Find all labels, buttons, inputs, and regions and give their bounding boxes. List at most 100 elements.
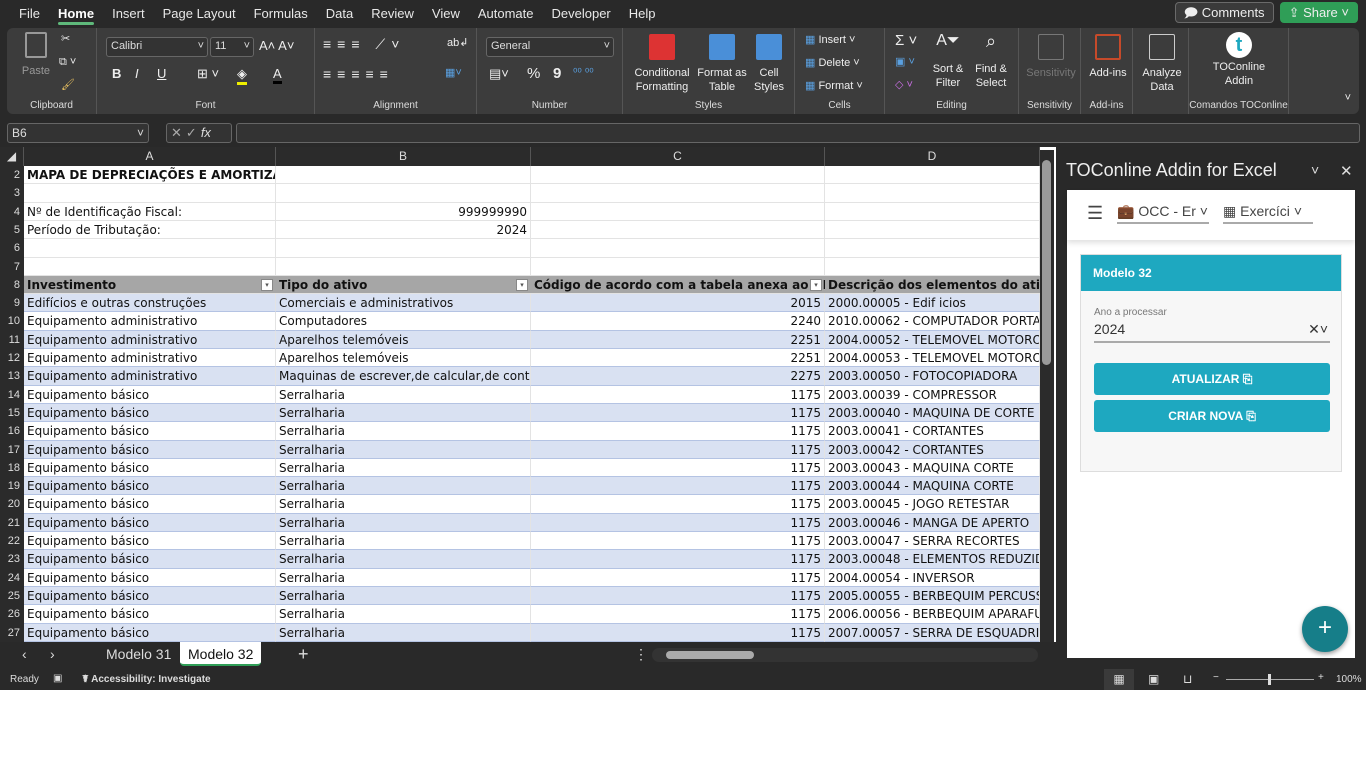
italic-button[interactable]: I bbox=[135, 66, 139, 81]
row-header[interactable]: 20 bbox=[0, 495, 24, 514]
copy-icon[interactable]: ⧉ ˅ bbox=[59, 56, 77, 68]
cell-b21[interactable]: Serralharia bbox=[276, 513, 531, 533]
horizontal-align-icons[interactable]: ≡≡≡≡≡ bbox=[323, 66, 394, 82]
page-layout-icon[interactable]: ▣ bbox=[1148, 672, 1160, 686]
cell-b7[interactable] bbox=[276, 257, 531, 276]
menu-tab-home[interactable]: Home bbox=[49, 0, 103, 28]
cell-b25[interactable]: Serralharia bbox=[276, 586, 531, 606]
cell-d12[interactable]: 2004.00053 - TELEMOVEL MOTORO bbox=[825, 349, 1040, 368]
cancel-icon[interactable]: ✕ bbox=[171, 125, 186, 140]
vertical-align-icons[interactable]: ≡≡≡ ⟋˅ bbox=[323, 36, 406, 52]
menu-tab-help[interactable]: Help bbox=[628, 6, 656, 21]
cell-d13[interactable]: 2003.00050 - FOTOCOPIADORA bbox=[825, 367, 1040, 386]
menu-tab-automate[interactable]: Automate bbox=[477, 6, 534, 21]
cell-b27[interactable]: Serralharia bbox=[276, 623, 531, 642]
cell-c12[interactable]: 2251 bbox=[531, 349, 825, 368]
sheet-tab-modelo-31[interactable]: Modelo 31 bbox=[106, 646, 172, 662]
column-header-d[interactable]: D bbox=[825, 147, 1040, 166]
sheet-tab-modelo-32[interactable]: Modelo 32 bbox=[180, 642, 262, 666]
cell-c15[interactable]: 1175 bbox=[531, 403, 825, 423]
cell-a6[interactable] bbox=[24, 239, 276, 258]
row-header[interactable]: 15 bbox=[0, 403, 24, 423]
macro-record-icon[interactable]: ▣ bbox=[53, 673, 63, 684]
decimal-icons[interactable]: ⁰⁰ ⁰⁰ bbox=[573, 67, 594, 79]
cell-a21[interactable]: Equipamento básico bbox=[24, 513, 276, 533]
format-painter-icon[interactable]: 🖌 bbox=[61, 79, 75, 91]
cell-c22[interactable]: 1175 bbox=[531, 532, 825, 551]
cell-a14[interactable]: Equipamento básico bbox=[24, 385, 276, 404]
row-header[interactable]: 27 bbox=[0, 623, 24, 642]
percent-button[interactable]: % bbox=[527, 65, 541, 82]
number-format-select[interactable]: General ˅ bbox=[486, 37, 614, 57]
cut-icon[interactable]: ✂ bbox=[61, 33, 71, 45]
cell-d5[interactable] bbox=[825, 220, 1040, 240]
clear-chevron-icon[interactable]: ✕˅ bbox=[1308, 321, 1328, 337]
cell-c4[interactable] bbox=[531, 202, 825, 221]
row-header[interactable]: 26 bbox=[0, 605, 24, 624]
cell-d10[interactable]: 2010.00062 - COMPUTADOR PORTA bbox=[825, 312, 1040, 331]
cell-d14[interactable]: 2003.00039 - COMPRESSOR bbox=[825, 385, 1040, 404]
zoom-out-icon[interactable]: − bbox=[1213, 672, 1219, 683]
cell-b22[interactable]: Serralharia bbox=[276, 532, 531, 551]
cell-d3[interactable] bbox=[825, 184, 1040, 203]
cell-b19[interactable]: Serralharia bbox=[276, 477, 531, 496]
comments-button[interactable]: 🗩 Comments bbox=[1174, 2, 1274, 23]
cell-styles-button[interactable]: Cell Styles bbox=[751, 34, 787, 94]
row-header[interactable]: 14 bbox=[0, 385, 24, 404]
cell-a27[interactable]: Equipamento básico bbox=[24, 623, 276, 642]
cell-c3[interactable] bbox=[531, 184, 825, 203]
column-header-c[interactable]: C bbox=[531, 147, 825, 166]
cell-d23[interactable]: 2003.00048 - ELEMENTOS REDUZIDO bbox=[825, 550, 1040, 569]
font-color-icon[interactable]: A bbox=[273, 66, 282, 84]
cell-d24[interactable]: 2004.00054 - INVERSOR bbox=[825, 568, 1040, 587]
autosum-button[interactable]: Σ ˅ bbox=[895, 32, 918, 49]
fill-color-icon[interactable]: ◈ bbox=[237, 66, 247, 85]
format-cells-button[interactable]: ▦ Format ˅ bbox=[805, 80, 863, 92]
cell-a11[interactable]: Equipamento administrativo bbox=[24, 330, 276, 350]
cell-c5[interactable] bbox=[531, 220, 825, 240]
more-options-icon[interactable]: ⋮ bbox=[634, 646, 648, 662]
cell-d18[interactable]: 2003.00043 - MAQUINA CORTE bbox=[825, 458, 1040, 478]
clear-icon[interactable]: ◇ ˅ bbox=[895, 79, 913, 91]
insert-function-button[interactable]: fx bbox=[200, 125, 211, 140]
zoom-slider-thumb[interactable] bbox=[1268, 674, 1271, 685]
menu-tab-review[interactable]: Review bbox=[371, 6, 414, 21]
cell-d4[interactable] bbox=[825, 202, 1040, 221]
cell-d21[interactable]: 2003.00046 - MANGA DE APERTO bbox=[825, 513, 1040, 533]
cell-a22[interactable]: Equipamento básico bbox=[24, 532, 276, 551]
cell-b3[interactable] bbox=[276, 184, 531, 203]
cell-b26[interactable]: Serralharia bbox=[276, 605, 531, 624]
cell-c21[interactable]: 1175 bbox=[531, 513, 825, 533]
cell-c13[interactable]: 2275 bbox=[531, 367, 825, 386]
criar-nova-button[interactable]: CRIAR NOVA ⎘ bbox=[1094, 400, 1330, 432]
find-select-button[interactable]: ⌕ Find & Select bbox=[971, 32, 1011, 90]
cell-a24[interactable]: Equipamento básico bbox=[24, 568, 276, 587]
font-size-select[interactable]: 11 ˅ bbox=[210, 37, 254, 57]
cell-b16[interactable]: Serralharia bbox=[276, 422, 531, 441]
row-header[interactable]: 4 bbox=[0, 202, 24, 221]
cell-d9[interactable]: 2000.00005 - Edif icios bbox=[825, 294, 1040, 313]
conditional-formatting-button[interactable]: Conditional Formatting bbox=[631, 34, 693, 94]
row-header[interactable]: 5 bbox=[0, 220, 24, 240]
cell-d15[interactable]: 2003.00040 - MAQUINA DE CORTE bbox=[825, 403, 1040, 423]
cell-c17[interactable]: 1175 bbox=[531, 440, 825, 459]
menu-tab-formulas[interactable]: Formulas bbox=[253, 6, 308, 21]
horizontal-scroll-thumb[interactable] bbox=[666, 651, 754, 659]
cell-d11[interactable]: 2004.00052 - TELEMOVEL MOTORO bbox=[825, 330, 1040, 350]
cell-a5[interactable]: Período de Tributação: bbox=[24, 220, 276, 240]
zoom-in-icon[interactable]: + bbox=[1318, 672, 1324, 683]
cell-c18[interactable]: 1175 bbox=[531, 458, 825, 478]
row-header[interactable]: 25 bbox=[0, 586, 24, 606]
next-sheet-icon[interactable]: › bbox=[50, 646, 55, 662]
menu-tab-insert[interactable]: Insert bbox=[112, 6, 145, 21]
row-header[interactable]: 24 bbox=[0, 568, 24, 587]
cell-c24[interactable]: 1175 bbox=[531, 568, 825, 587]
cell-d27[interactable]: 2007.00057 - SERRA DE ESQUADRIA bbox=[825, 623, 1040, 642]
row-header[interactable]: 9 bbox=[0, 294, 24, 313]
analyze-data-button[interactable]: Analyze Data bbox=[1137, 34, 1187, 94]
cell-c27[interactable]: 1175 bbox=[531, 623, 825, 642]
cell-a17[interactable]: Equipamento básico bbox=[24, 440, 276, 459]
cell-c10[interactable]: 2240 bbox=[531, 312, 825, 331]
name-box[interactable]: B6 ˅ bbox=[7, 123, 149, 143]
sort-filter-button[interactable]: A⏷ Sort & Filter bbox=[929, 33, 967, 90]
